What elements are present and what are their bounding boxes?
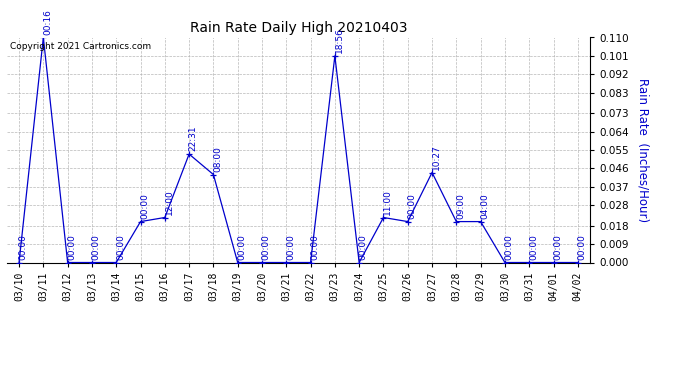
Text: 11:00: 11:00 bbox=[383, 189, 392, 215]
Text: Copyright 2021 Cartronics.com: Copyright 2021 Cartronics.com bbox=[10, 42, 151, 51]
Text: 00:00: 00:00 bbox=[553, 234, 562, 260]
Text: 04:00: 04:00 bbox=[480, 193, 489, 219]
Text: 12:00: 12:00 bbox=[164, 189, 173, 215]
Y-axis label: Rain Rate  (Inches/Hour): Rain Rate (Inches/Hour) bbox=[637, 78, 650, 222]
Text: 00:00: 00:00 bbox=[529, 234, 538, 260]
Text: 22:31: 22:31 bbox=[189, 126, 198, 152]
Text: 08:00: 08:00 bbox=[213, 146, 222, 172]
Text: 00:00: 00:00 bbox=[578, 234, 586, 260]
Text: 00:00: 00:00 bbox=[310, 234, 319, 260]
Title: Rain Rate Daily High 20210403: Rain Rate Daily High 20210403 bbox=[190, 21, 407, 35]
Text: 00:00: 00:00 bbox=[237, 234, 246, 260]
Text: 18:56: 18:56 bbox=[335, 27, 344, 53]
Text: 00:00: 00:00 bbox=[504, 234, 513, 260]
Text: 00:00: 00:00 bbox=[286, 234, 295, 260]
Text: 09:00: 09:00 bbox=[456, 193, 465, 219]
Text: 00:00: 00:00 bbox=[19, 234, 28, 260]
Text: 00:00: 00:00 bbox=[116, 234, 125, 260]
Text: 00:00: 00:00 bbox=[359, 234, 368, 260]
Text: 00:00: 00:00 bbox=[262, 234, 270, 260]
Text: 10:27: 10:27 bbox=[432, 144, 441, 170]
Text: 00:16: 00:16 bbox=[43, 9, 52, 35]
Text: 00:00: 00:00 bbox=[407, 193, 416, 219]
Text: 00:00: 00:00 bbox=[68, 234, 77, 260]
Text: 00:00: 00:00 bbox=[92, 234, 101, 260]
Text: 00:00: 00:00 bbox=[140, 193, 149, 219]
